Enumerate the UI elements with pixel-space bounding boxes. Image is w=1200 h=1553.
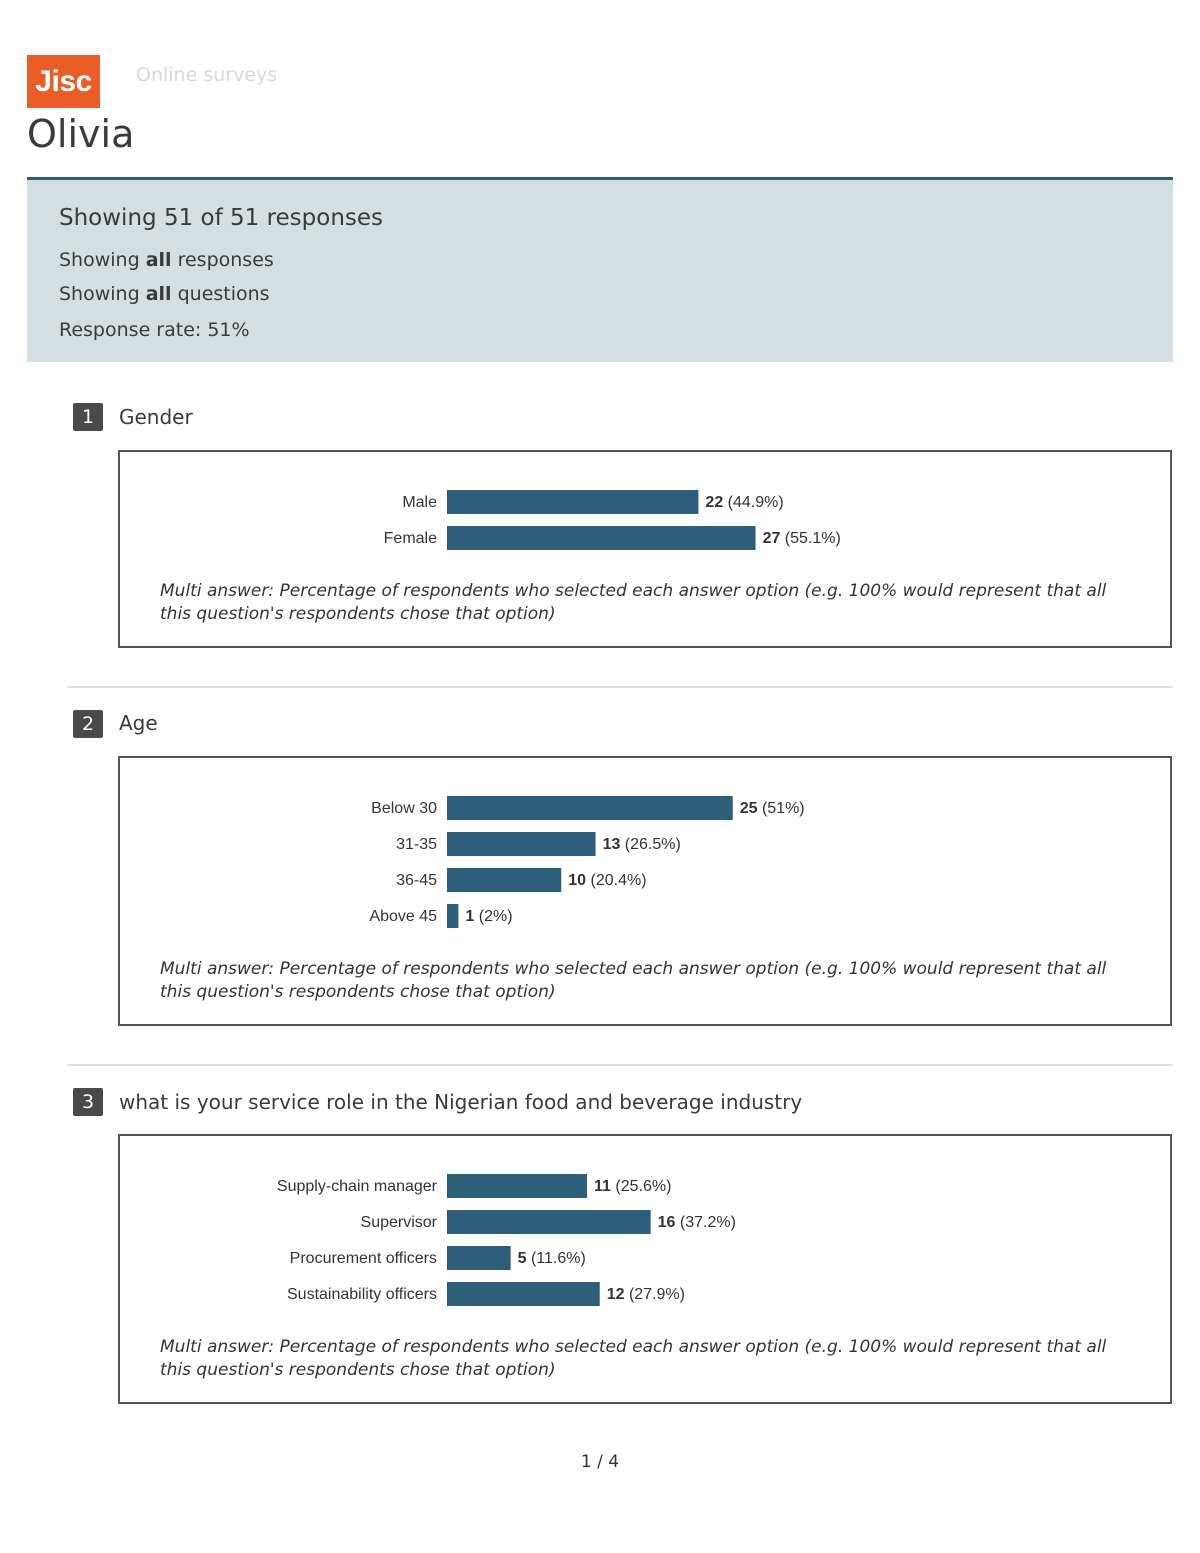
question-number-2: 2 — [73, 710, 103, 738]
section-divider — [67, 686, 1173, 688]
question-2-chart: Below 30 25 (51%) 31-35 13 (26.5%) 36-45 10 (… — [118, 756, 1172, 1026]
bar-category-label: 31-35 — [396, 836, 437, 853]
bar-value-label: 1 (2%) — [465, 908, 512, 925]
bar-category-label: Procurement officers — [290, 1250, 437, 1267]
questions-suffix: questions — [171, 283, 270, 305]
question-text-1: Gender — [119, 405, 193, 429]
bar — [447, 796, 733, 820]
bar-value-label: 27 (55.1%) — [763, 530, 841, 547]
bar — [447, 832, 596, 856]
page-number: 1 / 4 — [580, 1452, 620, 1472]
bar-value-label: 13 (26.5%) — [603, 836, 681, 853]
bar — [447, 904, 459, 928]
bar — [447, 1282, 600, 1306]
responses-filter-line: Showing all responses — [59, 249, 274, 271]
question-3-chart: Supply-chain manager 11 (25.6%) Supervisor… — [118, 1134, 1172, 1404]
bar-category-label: Male — [402, 494, 437, 511]
questions-prefix: Showing — [59, 283, 146, 305]
question-number-3: 3 — [73, 1088, 103, 1116]
question-text-2: Age — [119, 711, 158, 735]
question-2-note: Multi answer: Percentage of respondents … — [160, 959, 1107, 1002]
product-name: Online surveys — [136, 64, 278, 86]
jisc-logo: Jisc — [27, 55, 100, 108]
bar — [447, 1246, 511, 1270]
bar-category-label: Sustainability officers — [287, 1286, 437, 1303]
bar — [447, 490, 699, 514]
section-divider — [67, 1064, 1173, 1066]
question-2-bar-chart: Below 30 25 (51%) 31-35 13 (26.5%) 36-45 10 (… — [369, 796, 805, 928]
bar-category-label: Above 45 — [369, 908, 437, 925]
question-number-1: 1 — [73, 403, 103, 431]
responses-suffix: responses — [171, 249, 274, 271]
bar-value-label: 25 (51%) — [740, 800, 805, 817]
bar-value-label: 22 (44.9%) — [705, 494, 783, 511]
bar-value-label: 11 (25.6%) — [594, 1178, 671, 1195]
responses-headline: Showing 51 of 51 responses — [59, 205, 384, 231]
bar-category-label: 36-45 — [396, 872, 437, 889]
question-3-bar-chart: Supply-chain manager 11 (25.6%) Supervisor… — [277, 1174, 736, 1306]
bar-category-label: Supply-chain manager — [277, 1178, 438, 1195]
bar-category-label: Below 30 — [371, 800, 437, 817]
question-1-chart: Male 22 (44.9%) Female 27 (55.1%) Multi ans… — [118, 450, 1172, 648]
bar-value-label: 12 (27.9%) — [607, 1286, 685, 1303]
bar-category-label: Supervisor — [361, 1214, 438, 1231]
bar-value-label: 5 (11.6%) — [518, 1250, 586, 1267]
responses-prefix: Showing — [59, 249, 146, 271]
question-text-3: what is your service role in the Nigeria… — [119, 1090, 803, 1114]
bar-category-label: Female — [384, 530, 437, 547]
bar — [447, 1210, 651, 1234]
bar — [447, 526, 756, 550]
question-1-bar-chart: Male 22 (44.9%) Female 27 (55.1%) — [384, 490, 841, 550]
bar — [447, 1174, 587, 1198]
questions-filter-line: Showing all questions — [59, 283, 270, 305]
response-summary-panel: Showing 51 of 51 responses Showing all r… — [27, 177, 1173, 362]
bar — [447, 868, 562, 892]
question-1-note: Multi answer: Percentage of respondents … — [160, 581, 1107, 624]
bar-value-label: 16 (37.2%) — [658, 1214, 736, 1231]
responses-bold: all — [145, 249, 172, 271]
bar-value-label: 10 (20.4%) — [568, 872, 646, 889]
question-3-note: Multi answer: Percentage of respondents … — [160, 1337, 1107, 1380]
survey-title: Olivia — [27, 112, 135, 156]
response-rate: Response rate: 51% — [59, 319, 250, 341]
questions-bold: all — [145, 283, 172, 305]
